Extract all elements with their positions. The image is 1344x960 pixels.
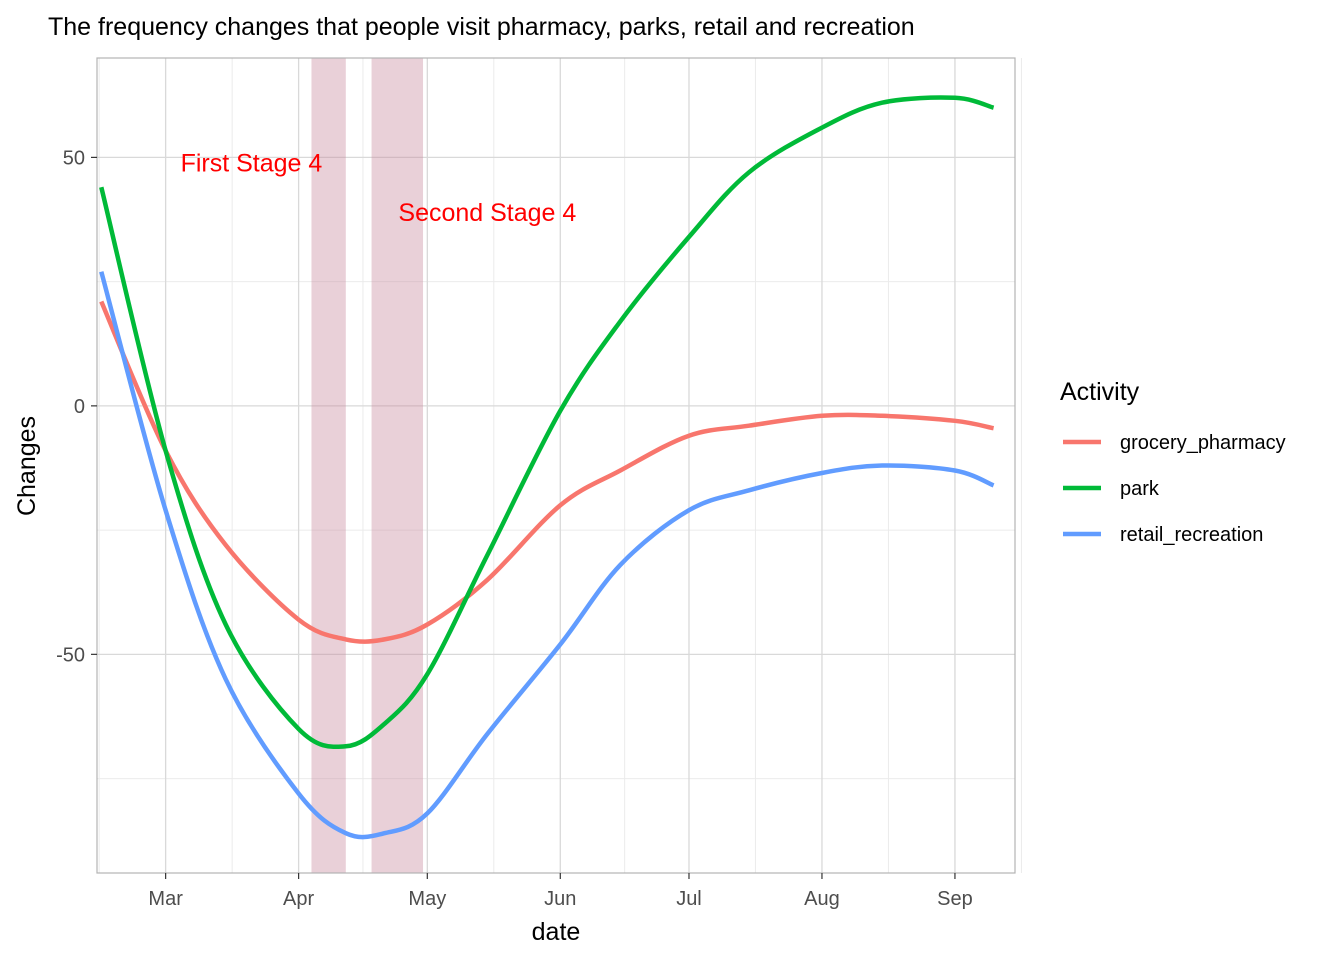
legend-label: grocery_pharmacy (1120, 432, 1286, 454)
y-axis: -50 0 50 (56, 147, 97, 666)
legend-label: park (1120, 478, 1160, 500)
y-tick-label: -50 (56, 644, 85, 666)
x-tick-label: Jun (544, 888, 576, 910)
legend-title: Activity (1060, 378, 1140, 406)
x-tick-label: Mar (148, 888, 183, 910)
series-line-retail_recreation (99, 271, 995, 840)
x-tick-label: May (408, 888, 446, 910)
x-axis-label: date (532, 918, 581, 946)
annotations: First Stage 4 Second Stage 4 (181, 149, 577, 227)
x-tick-label: Aug (804, 888, 840, 910)
series-line-park (99, 95, 995, 750)
shaded-periods (311, 58, 424, 873)
annotation-label: First Stage 4 (181, 149, 323, 177)
y-tick-label: 0 (74, 396, 85, 418)
x-tick-label: Jul (676, 888, 702, 910)
series-lines (99, 95, 995, 840)
legend-label: retail_recreation (1120, 524, 1263, 546)
annotation-label: Second Stage 4 (398, 199, 576, 227)
panel-border (96, 57, 1016, 874)
series-line-grocery_pharmacy (99, 300, 995, 644)
chart-title: The frequency changes that people visit … (48, 13, 915, 41)
shaded-period (311, 58, 346, 873)
major-grid (97, 58, 1015, 873)
x-axis: Mar Apr May Jun Jul Aug Sep (148, 873, 973, 910)
x-tick-label: Apr (283, 888, 314, 910)
x-tick-label: Sep (937, 888, 973, 910)
y-tick-label: 50 (63, 147, 85, 169)
shaded-period (371, 58, 424, 873)
y-axis-label: Changes (13, 416, 41, 516)
minor-grid (97, 58, 1022, 873)
